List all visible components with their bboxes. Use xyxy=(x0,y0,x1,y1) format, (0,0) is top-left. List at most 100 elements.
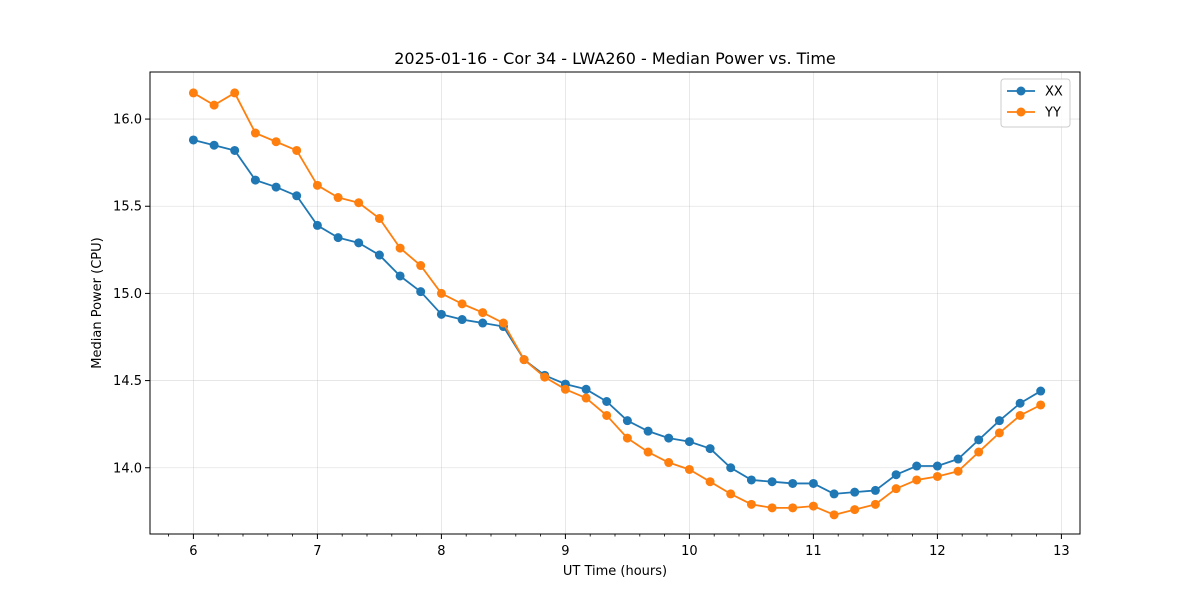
data-point-yy xyxy=(540,372,550,382)
data-point-yy xyxy=(1015,410,1025,420)
x-tick-label: 8 xyxy=(437,544,445,559)
data-point-xx xyxy=(974,435,984,445)
data-point-yy xyxy=(1036,400,1046,410)
data-point-yy xyxy=(994,428,1004,438)
data-point-xx xyxy=(1036,386,1046,396)
y-tick-label: 15.5 xyxy=(113,200,142,215)
data-point-xx xyxy=(271,182,281,192)
legend-marker-xx xyxy=(1016,86,1026,96)
data-point-yy xyxy=(271,137,281,147)
data-point-xx xyxy=(912,461,922,471)
data-point-yy xyxy=(746,499,756,509)
x-axis-label: UT Time (hours) xyxy=(563,564,667,579)
chart-title: 2025-01-16 - Cor 34 - LWA260 - Median Po… xyxy=(394,49,836,68)
x-tick-label: 9 xyxy=(561,544,569,559)
data-point-xx xyxy=(684,437,694,447)
data-point-xx xyxy=(374,250,384,260)
data-point-xx xyxy=(436,309,446,319)
data-point-xx xyxy=(188,135,198,145)
data-point-yy xyxy=(188,88,198,98)
legend-label-xx: XX xyxy=(1045,85,1063,100)
y-axis-label: Median Power (CPU) xyxy=(90,237,105,368)
data-point-xx xyxy=(643,426,653,436)
data-point-xx xyxy=(767,477,777,487)
data-point-xx xyxy=(395,271,405,281)
data-point-yy xyxy=(395,243,405,253)
data-point-yy xyxy=(870,499,880,509)
data-point-yy xyxy=(478,308,488,318)
data-point-xx xyxy=(457,315,467,325)
data-point-yy xyxy=(705,477,715,487)
legend-marker-yy xyxy=(1016,107,1026,117)
data-point-xx xyxy=(746,475,756,485)
data-point-yy xyxy=(932,471,942,481)
legend-label-yy: YY xyxy=(1044,106,1061,121)
data-point-xx xyxy=(333,233,343,243)
data-point-yy xyxy=(374,213,384,223)
data-point-yy xyxy=(333,193,343,203)
data-point-yy xyxy=(912,475,922,485)
data-point-xx xyxy=(808,478,818,488)
data-point-yy xyxy=(498,318,508,328)
data-point-xx xyxy=(850,487,860,497)
data-point-yy xyxy=(664,458,674,468)
data-point-yy xyxy=(519,355,529,365)
data-point-xx xyxy=(209,140,219,150)
data-point-yy xyxy=(974,447,984,457)
data-point-xx xyxy=(891,470,901,480)
data-point-yy xyxy=(230,88,240,98)
y-tick-label: 14.0 xyxy=(113,461,142,476)
data-point-yy xyxy=(209,100,219,110)
data-point-yy xyxy=(581,393,591,403)
data-point-xx xyxy=(726,463,736,473)
data-point-yy xyxy=(726,489,736,499)
series-layer xyxy=(188,88,1046,520)
data-point-xx xyxy=(932,461,942,471)
y-tick-label: 14.5 xyxy=(113,374,142,389)
data-point-xx xyxy=(829,489,839,499)
data-point-yy xyxy=(808,501,818,511)
data-point-yy xyxy=(292,145,302,155)
data-point-yy xyxy=(622,433,632,443)
y-tick-label: 16.0 xyxy=(113,113,142,128)
x-tick-label: 12 xyxy=(929,544,946,559)
data-point-yy xyxy=(457,299,467,309)
data-point-xx xyxy=(230,145,240,155)
data-point-xx xyxy=(994,416,1004,426)
data-point-xx xyxy=(870,485,880,495)
data-point-yy xyxy=(684,464,694,474)
data-point-yy xyxy=(312,180,322,190)
data-point-xx xyxy=(664,433,674,443)
data-point-yy xyxy=(953,466,963,476)
data-point-xx xyxy=(602,397,612,407)
data-point-xx xyxy=(250,175,260,185)
data-point-yy xyxy=(850,505,860,515)
data-point-xx xyxy=(1015,398,1025,408)
data-point-yy xyxy=(602,410,612,420)
data-point-yy xyxy=(416,261,426,271)
data-point-xx xyxy=(416,287,426,297)
x-tick-label: 7 xyxy=(313,544,321,559)
data-point-yy xyxy=(643,447,653,457)
data-point-yy xyxy=(354,198,364,208)
x-tick-label: 10 xyxy=(681,544,698,559)
data-point-xx xyxy=(312,220,322,230)
x-tick-label: 11 xyxy=(805,544,822,559)
y-tick-label: 15.0 xyxy=(113,287,142,302)
data-point-yy xyxy=(829,510,839,520)
x-tick-label: 6 xyxy=(189,544,197,559)
data-point-xx xyxy=(705,444,715,454)
legend: XX YY xyxy=(1000,78,1071,128)
data-point-xx xyxy=(788,478,798,488)
data-point-xx xyxy=(354,238,364,248)
data-point-yy xyxy=(767,503,777,513)
data-point-xx xyxy=(292,191,302,201)
x-tick-label: 13 xyxy=(1053,544,1070,559)
data-point-yy xyxy=(436,288,446,298)
data-point-yy xyxy=(788,503,798,513)
data-point-xx xyxy=(953,454,963,464)
axes: 6 7 8 9 10 11 12 13 14.0 14.5 15.0 15.5 16.0 xyxy=(113,113,1070,559)
